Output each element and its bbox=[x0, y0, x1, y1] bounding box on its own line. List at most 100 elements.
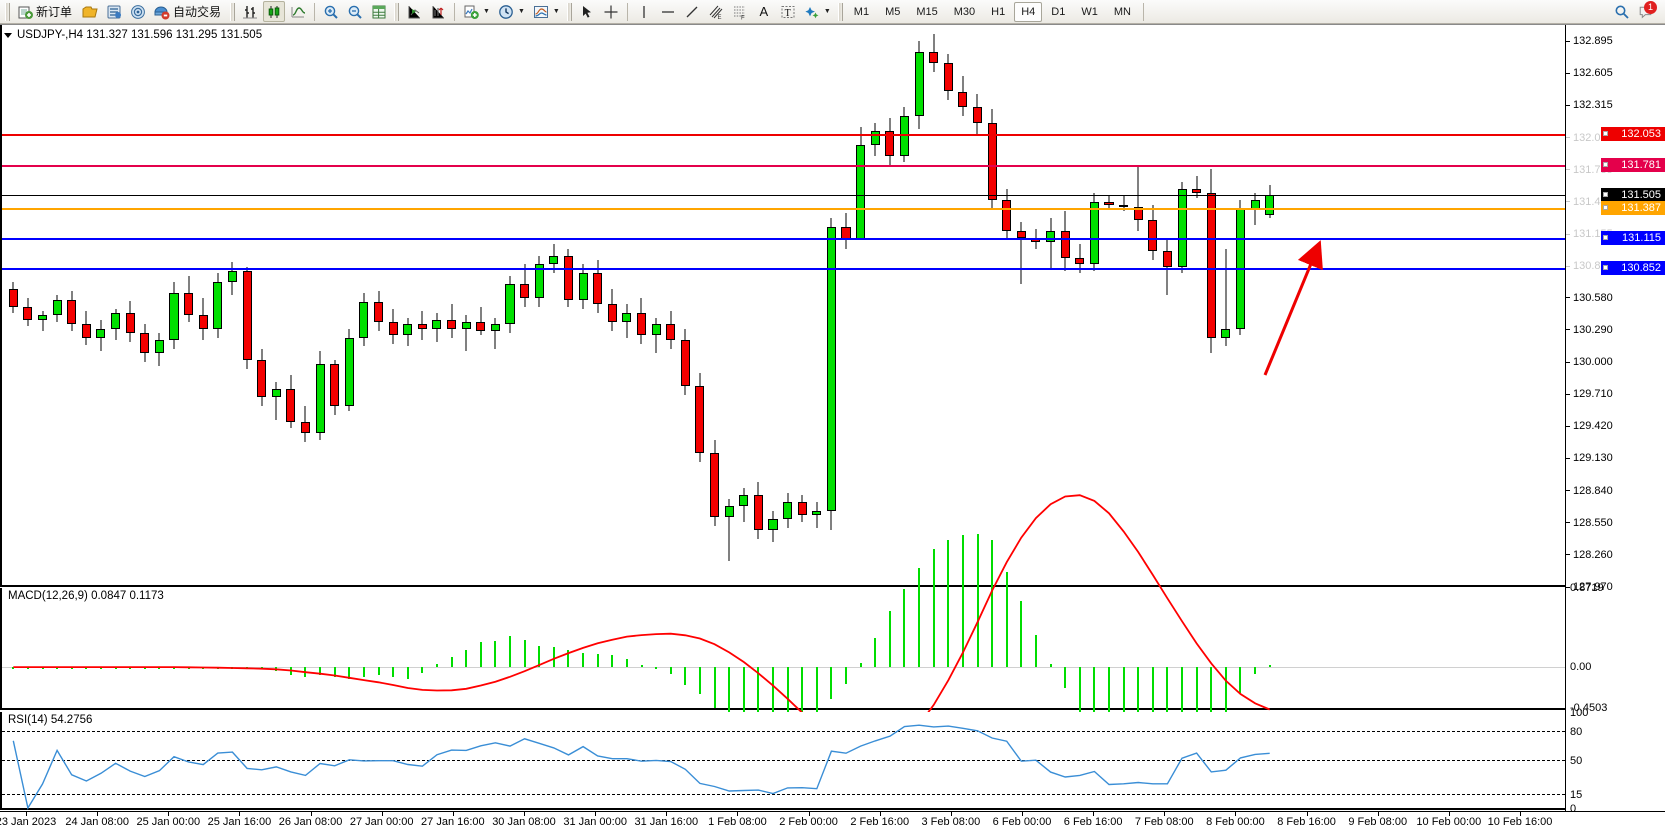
candlestick bbox=[856, 126, 866, 241]
macd-histogram-bar bbox=[874, 638, 877, 668]
templates-button[interactable]: ▼ bbox=[530, 1, 563, 22]
toolbar-grip-1[interactable] bbox=[5, 2, 10, 21]
fibonacci-button[interactable]: F bbox=[729, 1, 751, 22]
candle-body bbox=[695, 386, 705, 453]
timeframe-m1[interactable]: M1 bbox=[853, 5, 870, 18]
crosshair-button[interactable] bbox=[600, 1, 622, 22]
bar-chart-button[interactable] bbox=[239, 1, 261, 22]
timeframe-m30[interactable]: M30 bbox=[953, 5, 976, 18]
search-button[interactable] bbox=[1611, 1, 1633, 22]
timeframe-mn[interactable]: MN bbox=[1113, 5, 1131, 18]
candle-body bbox=[783, 501, 793, 520]
macd-histogram-bar bbox=[392, 667, 395, 677]
time-tick-mark bbox=[1235, 812, 1237, 816]
price-tick: 129.130 bbox=[1566, 452, 1613, 464]
candlestick bbox=[344, 328, 354, 411]
toolbar-grip-5[interactable] bbox=[837, 2, 843, 21]
zoom-in-button[interactable] bbox=[320, 1, 342, 22]
candlestick bbox=[1075, 244, 1085, 274]
horizontal-line-button[interactable] bbox=[657, 1, 679, 22]
candle-wick bbox=[1137, 164, 1139, 232]
candle-body bbox=[958, 91, 968, 108]
candlestick bbox=[622, 304, 632, 338]
level-handle-icon[interactable] bbox=[1603, 264, 1608, 270]
chart-menu-caret-icon[interactable] bbox=[4, 32, 12, 38]
shapes-dropdown-arrow[interactable]: ▼ bbox=[823, 8, 831, 15]
current-price-line bbox=[2, 195, 1565, 197]
shapes-button[interactable]: ▼ bbox=[801, 1, 834, 22]
candle-body bbox=[359, 302, 369, 338]
text-button[interactable]: A bbox=[753, 1, 775, 22]
toolbar-grip-2[interactable] bbox=[230, 2, 236, 21]
level-handle-icon[interactable] bbox=[1603, 235, 1608, 241]
notification-button[interactable]: 1 bbox=[1635, 1, 1657, 22]
current-price-line-tag[interactable]: 131.505 bbox=[1601, 188, 1665, 203]
support-line-2-tag[interactable]: 130.852 bbox=[1601, 260, 1665, 275]
macd-histogram-bar bbox=[494, 641, 497, 668]
templates-dropdown-arrow[interactable]: ▼ bbox=[552, 8, 560, 15]
signals-button[interactable] bbox=[127, 1, 149, 22]
new-order-button[interactable]: 新订单 bbox=[14, 1, 77, 22]
periods-dropdown-arrow[interactable]: ▼ bbox=[517, 8, 525, 15]
vertical-line-button[interactable] bbox=[633, 1, 655, 22]
timeframe-w1[interactable]: W1 bbox=[1081, 5, 1098, 18]
toolbar-separator-1 bbox=[314, 2, 316, 21]
indicators-button[interactable]: ▼ bbox=[460, 1, 493, 22]
auto-scroll-button[interactable] bbox=[403, 1, 425, 22]
rsi-pane[interactable]: RSI(14) 54.2756 bbox=[0, 712, 1565, 810]
candle-body bbox=[1060, 231, 1070, 258]
candle-body bbox=[899, 115, 909, 156]
timeframe-h4[interactable]: H4 bbox=[1014, 1, 1043, 22]
toolbar-grip-4[interactable] bbox=[566, 2, 572, 21]
text-label-button[interactable]: T bbox=[777, 1, 799, 22]
candle-wick bbox=[1166, 237, 1168, 296]
candlestick-chart-button[interactable] bbox=[263, 1, 286, 22]
chart-shift-icon bbox=[430, 4, 446, 20]
cursor-button[interactable] bbox=[576, 1, 598, 22]
resistance-line-1-tag[interactable]: 132.053 bbox=[1601, 127, 1665, 142]
timeframe-d1[interactable]: D1 bbox=[1051, 5, 1066, 18]
level-handle-icon[interactable] bbox=[1603, 192, 1608, 198]
zoom-out-button[interactable] bbox=[344, 1, 366, 22]
timeframe-m5[interactable]: M5 bbox=[885, 5, 901, 18]
toolbar-grip-3[interactable] bbox=[394, 2, 400, 21]
macd-pane[interactable]: MACD(12,26,9) 0.0847 0.1173 bbox=[0, 494, 1565, 771]
candle-body bbox=[622, 313, 632, 323]
time-tick-mark bbox=[381, 812, 383, 816]
price-pane[interactable] bbox=[0, 25, 1565, 587]
indicators-dropdown-arrow[interactable]: ▼ bbox=[483, 8, 490, 15]
plot-area[interactable]: MACD(12,26,9) 0.0847 0.1173 RSI(14) 54.2… bbox=[0, 25, 1565, 812]
price-scale[interactable]: 132.895 132.605 132.315 132.025 131.735 131.4… bbox=[1565, 25, 1665, 815]
candlestick bbox=[257, 348, 267, 407]
candle-body bbox=[432, 319, 442, 329]
autotrading-button[interactable]: 自动交易 bbox=[151, 1, 226, 22]
level-handle-icon[interactable] bbox=[1603, 161, 1608, 167]
resistance-line-2-tag[interactable]: 131.781 bbox=[1601, 157, 1665, 172]
candle-body bbox=[1235, 208, 1245, 329]
entry-line bbox=[2, 208, 1565, 211]
candlestick bbox=[534, 255, 544, 307]
periods-button[interactable]: ▼ bbox=[495, 1, 528, 22]
trendline-button[interactable] bbox=[681, 1, 703, 22]
level-handle-icon[interactable] bbox=[1603, 205, 1608, 211]
data-window-button[interactable] bbox=[368, 1, 390, 22]
metaeditor-button[interactable] bbox=[103, 1, 125, 22]
timeframe-m15[interactable]: M15 bbox=[916, 5, 938, 18]
macd-zero-line bbox=[2, 667, 1565, 669]
candle-body bbox=[636, 313, 647, 336]
candle-wick bbox=[728, 499, 730, 562]
line-chart-button[interactable] bbox=[287, 1, 309, 22]
candle-body bbox=[593, 273, 603, 305]
candle-body bbox=[81, 324, 91, 338]
equidistant-channel-button[interactable]: E bbox=[705, 1, 727, 22]
time-axis[interactable]: 23 Jan 2023 24 Jan 08:00 25 Jan 00:00 25 Ja… bbox=[0, 811, 1665, 835]
support-line-1-tag[interactable]: 131.115 bbox=[1601, 231, 1665, 246]
timeframe-h1[interactable]: H1 bbox=[991, 5, 1006, 18]
level-handle-icon[interactable] bbox=[1603, 131, 1608, 137]
candlestick bbox=[563, 248, 573, 307]
candle-body bbox=[710, 452, 720, 518]
candlestick-icon bbox=[266, 4, 282, 20]
folder-button[interactable] bbox=[79, 1, 101, 22]
entry-line-tag[interactable]: 131.387 bbox=[1601, 201, 1665, 216]
chart-shift-button[interactable] bbox=[427, 1, 449, 22]
